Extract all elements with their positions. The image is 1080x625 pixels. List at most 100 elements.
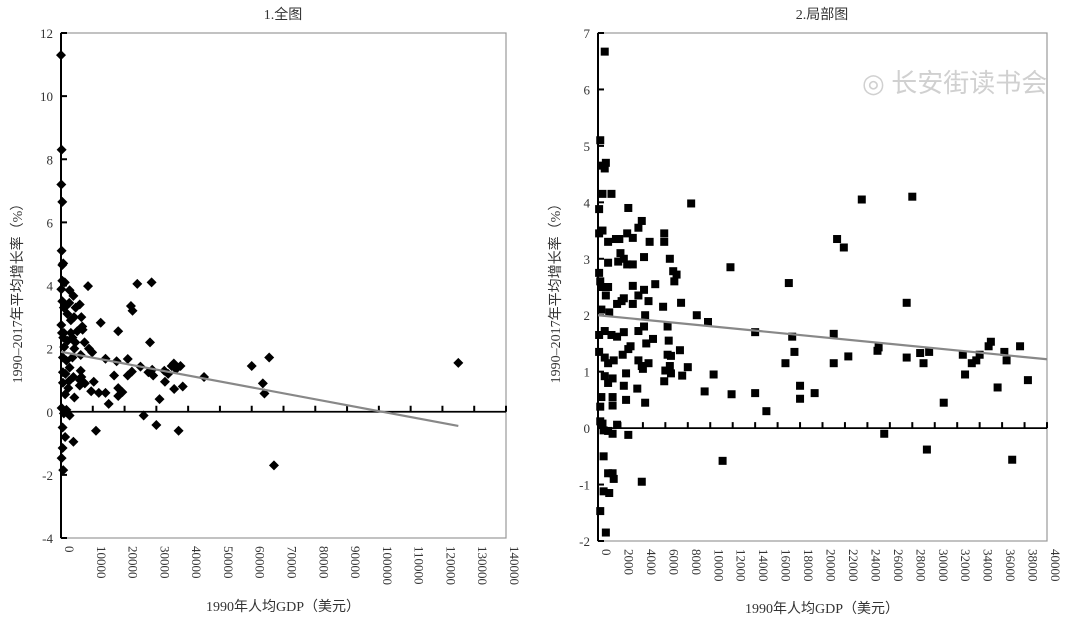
data-point [56,179,67,190]
data-point [1000,347,1009,356]
x-tick-label: 2000 [621,549,636,575]
data-point [781,359,790,368]
data-point [607,330,616,339]
data-point [453,357,464,368]
plot-frame [60,32,507,539]
x-tick-label: 130000 [475,546,490,585]
x-axis-label: 1990年人均GDP（美元） [206,599,360,615]
data-point [628,233,637,242]
data-point [726,263,735,272]
data-point [74,380,85,391]
data-point [619,254,628,263]
x-tick-label: 50000 [221,546,236,579]
data-point [159,376,170,387]
y-tick-label: 1 [584,365,591,380]
data-point [902,298,911,307]
data-point [986,337,995,346]
data-point [93,387,104,398]
data-point [984,342,993,351]
data-point [138,410,149,421]
data-point [595,347,604,356]
data-point [598,189,607,198]
data-point [613,332,622,341]
data-point [95,317,106,328]
data-point [597,283,606,291]
data-point [604,359,613,368]
data-point [58,465,69,476]
y-tick-label: 4 [584,195,591,210]
data-point [608,401,617,410]
x-tick-label: 14000 [756,549,771,582]
data-point [595,205,604,214]
y-tick-label: 5 [584,139,591,154]
data-point [609,474,618,483]
watermark-logo: ◎ 长安街读书会 [862,69,1047,98]
data-point [64,362,75,373]
data-point [916,349,925,358]
data-point [56,284,67,295]
data-point [628,281,637,290]
plot-frame [597,32,1048,542]
x-tick-label: 26000 [891,549,906,582]
data-point [829,359,838,368]
data-point [634,356,643,365]
data-point [619,381,628,390]
data-point [68,290,79,301]
data-point [127,305,138,316]
y-tick-label: 2 [584,308,591,323]
data-point [615,235,624,244]
data-point [645,237,654,246]
data-point [790,347,799,356]
data-point [762,407,771,416]
data-point [601,158,610,167]
data-point [596,277,605,286]
data-point [79,337,90,348]
data-point [619,328,628,337]
data-point [616,249,625,258]
data-point [246,360,257,371]
data-point [666,369,675,378]
data-point [76,312,87,323]
data-point [718,456,727,465]
y-tick-label: 6 [47,215,54,230]
data-point [607,189,616,198]
data-point [687,199,696,208]
data-point [709,370,718,379]
data-point [608,429,617,438]
data-point [75,365,86,376]
data-point [664,336,673,345]
data-point [83,281,94,292]
data-point [624,430,633,439]
chart-local-view: 2.局部图 1990年人均GDP（美元） 1990–2017年平均增长率（%） … [547,7,1063,617]
x-tick-label: 10000 [94,546,109,579]
data-point [902,353,911,362]
data-point [604,426,613,435]
data-point [600,353,609,362]
chart-title: 1.全图 [264,6,303,23]
data-point [660,237,669,246]
data-point [60,432,71,442]
data-point [60,368,71,379]
data-point [644,297,653,306]
data-point [169,384,180,395]
data-point [622,369,631,378]
x-tick-label: 120000 [443,546,458,585]
data-point [609,356,618,365]
data-point [628,260,637,269]
data-point [972,356,981,365]
data-point [613,299,622,308]
data-point [644,359,653,368]
x-tick-label: 38000 [1026,549,1041,582]
data-point [56,144,67,155]
data-point [651,280,660,289]
data-point [784,279,793,288]
data-point [56,50,66,61]
x-tick-label: 20000 [824,549,839,582]
data-point [704,317,713,326]
data-point [122,354,133,365]
data-point [751,389,760,398]
data-point [1008,455,1017,464]
data-point [663,322,672,331]
data-point [839,243,848,252]
x-tick-label: 8000 [689,549,704,575]
